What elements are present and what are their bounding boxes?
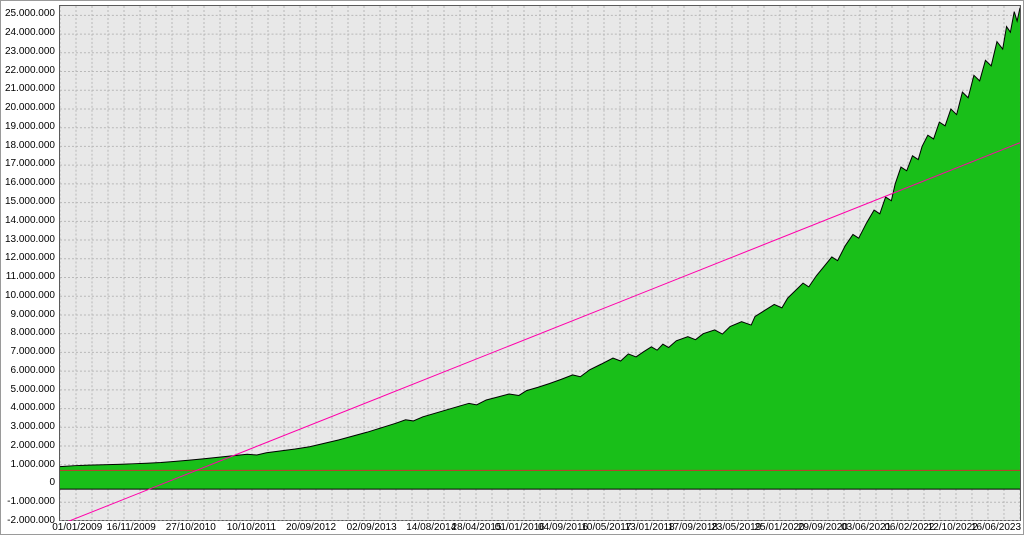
y-tick-label: 3.000.000 — [11, 422, 56, 432]
y-tick-label: 1.000.000 — [11, 460, 56, 470]
y-tick-label: 22.000.000 — [5, 66, 55, 76]
x-tick-label: 16/06/2023 — [971, 523, 1021, 533]
y-tick-label: 16.000.000 — [5, 178, 55, 188]
y-tick-label: 2.000.000 — [11, 441, 56, 451]
y-tick-label: 10.000.000 — [5, 291, 55, 301]
y-tick-label: 14.000.000 — [5, 216, 55, 226]
y-tick-label: 6.000.000 — [11, 366, 56, 376]
chart-frame: -2.000.000 -1.000.000 0 1.000.000 2.000.000 3… — [0, 0, 1024, 535]
x-axis-labels: 01/01/200916/11/200927/10/201010/10/2011… — [59, 523, 1021, 535]
y-tick-label: 25.000.000 — [5, 9, 55, 19]
y-tick-label: 21.000.000 — [5, 84, 55, 94]
y-tick-label: -1.000.000 — [7, 497, 55, 507]
x-tick-label: 14/08/2014 — [406, 523, 456, 533]
y-tick-label: 8.000.000 — [11, 328, 56, 338]
y-tick-label: 4.000.000 — [11, 403, 56, 413]
y-tick-label: 5.000.000 — [11, 385, 56, 395]
y-tick-label: 13.000.000 — [5, 235, 55, 245]
y-tick-label: -2.000.000 — [7, 516, 55, 526]
y-tick-label: 17.000.000 — [5, 159, 55, 169]
x-tick-label: 02/09/2013 — [347, 523, 397, 533]
y-tick-label: 19.000.000 — [5, 122, 55, 132]
x-tick-label: 27/10/2010 — [166, 523, 216, 533]
y-tick-label: 18.000.000 — [5, 141, 55, 151]
y-tick-label: 0 — [49, 478, 55, 488]
y-tick-label: 9.000.000 — [11, 310, 56, 320]
y-tick-label: 12.000.000 — [5, 253, 55, 263]
y-tick-label: 24.000.000 — [5, 28, 55, 38]
chart-svg — [60, 6, 1020, 521]
x-tick-label: 16/11/2009 — [106, 523, 155, 533]
y-axis-labels: -2.000.000-1.000.00001.000.0002.000.0003… — [1, 5, 55, 521]
x-tick-label: 10/10/2011 — [227, 523, 276, 533]
equity-area — [60, 8, 1020, 489]
y-tick-label: 20.000.000 — [5, 103, 55, 113]
x-tick-label: 01/01/2009 — [52, 523, 102, 533]
y-tick-label: 15.000.000 — [5, 197, 55, 207]
y-tick-label: 7.000.000 — [11, 347, 56, 357]
y-tick-label: 23.000.000 — [5, 47, 55, 57]
y-tick-label: 11.000.000 — [6, 272, 55, 282]
x-tick-label: 20/09/2012 — [286, 523, 336, 533]
plot-area — [59, 5, 1021, 521]
